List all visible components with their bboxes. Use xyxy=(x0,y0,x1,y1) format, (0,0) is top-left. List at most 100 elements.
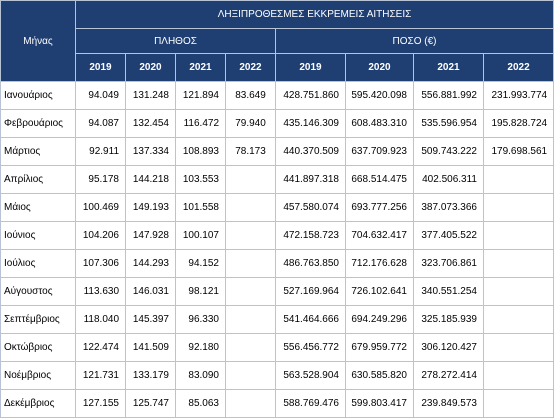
amount-cell: 457.580.074 xyxy=(275,193,346,222)
amount-cell: 679.959.772 xyxy=(345,333,414,362)
month-cell: Σεπτέμβριος xyxy=(0,305,76,334)
table-row: Φεβρουάριος 94.087 132.454 116.472 79.940 435… xyxy=(0,109,555,138)
amount-cell: 668.514.475 xyxy=(345,165,414,194)
amount-cell xyxy=(482,361,555,390)
amount-cell: 195.828.724 xyxy=(482,109,555,138)
amount-cell: 278.272.414 xyxy=(413,361,484,390)
amount-cell: 588.769.476 xyxy=(275,389,346,418)
month-cell: Φεβρουάριος xyxy=(0,109,76,138)
table-row: Οκτώβριος 122.474 141.509 92.180 556.456.772… xyxy=(0,333,555,362)
count-cell: 141.509 xyxy=(125,333,176,362)
amount-cell: 608.483.310 xyxy=(345,109,414,138)
count-cell: 78.173 xyxy=(225,137,276,166)
amount-year-header: 2022 xyxy=(482,53,555,82)
month-cell: Ιούλιος xyxy=(0,249,76,278)
month-cell: Ιούνιος xyxy=(0,221,76,250)
group-title-header: ΛΗΞΙΠΡΟΘΕΣΜΕΣ ΕΚΚΡΕΜΕΙΣ ΑΙΤΗΣΕΙΣ xyxy=(74,0,555,29)
count-cell: 94.087 xyxy=(75,109,126,138)
amount-cell: 340.551.254 xyxy=(413,277,484,306)
count-cell xyxy=(225,165,276,194)
amount-cell xyxy=(482,221,555,250)
amount-cell: 402.506.311 xyxy=(413,165,484,194)
amount-cell xyxy=(482,165,555,194)
count-cell: 132.454 xyxy=(125,109,176,138)
amount-cell xyxy=(482,277,555,306)
count-header: ΠΛΗΘΟΣ xyxy=(75,28,276,54)
amount-cell: 325.185.939 xyxy=(413,305,484,334)
amount-cell: 306.120.427 xyxy=(413,333,484,362)
count-cell: 146.031 xyxy=(125,277,176,306)
count-cell: 85.063 xyxy=(175,389,226,418)
month-cell: Δεκέμβριος xyxy=(0,389,76,418)
count-cell: 118.040 xyxy=(75,305,126,334)
table-row: Ιούλιος 107.306 144.293 94.152 486.763.850 71… xyxy=(0,249,555,278)
amount-cell: 509.743.222 xyxy=(413,137,484,166)
count-year-header: 2020 xyxy=(125,53,176,82)
count-cell: 83.090 xyxy=(175,361,226,390)
amount-cell: 428.751.860 xyxy=(275,81,346,110)
count-cell: 131.248 xyxy=(125,81,176,110)
count-cell: 94.049 xyxy=(75,81,126,110)
count-cell xyxy=(225,193,276,222)
amount-cell: 179.698.561 xyxy=(482,137,555,166)
count-cell: 144.218 xyxy=(125,165,176,194)
amount-cell xyxy=(482,389,555,418)
amount-cell: 435.146.309 xyxy=(275,109,346,138)
count-cell: 98.121 xyxy=(175,277,226,306)
count-cell: 125.747 xyxy=(125,389,176,418)
count-cell: 96.330 xyxy=(175,305,226,334)
month-cell: Ιανουάριος xyxy=(0,81,76,110)
amount-cell: 630.585.820 xyxy=(345,361,414,390)
count-cell: 133.179 xyxy=(125,361,176,390)
count-cell: 145.397 xyxy=(125,305,176,334)
count-year-header: 2022 xyxy=(225,53,276,82)
amount-cell: 694.249.296 xyxy=(345,305,414,334)
count-cell: 79.940 xyxy=(225,109,276,138)
count-cell: 147.928 xyxy=(125,221,176,250)
amount-cell: 535.596.954 xyxy=(413,109,484,138)
count-cell: 92.911 xyxy=(75,137,126,166)
amount-cell: 239.849.573 xyxy=(413,389,484,418)
amount-cell: 387.073.366 xyxy=(413,193,484,222)
count-cell xyxy=(225,305,276,334)
table-row: Νοέμβριος 121.731 133.179 83.090 563.528.904… xyxy=(0,361,555,390)
amount-cell xyxy=(482,333,555,362)
month-cell: Οκτώβριος xyxy=(0,333,76,362)
count-year-header: 2021 xyxy=(175,53,226,82)
count-cell: 137.334 xyxy=(125,137,176,166)
table-row: Σεπτέμβριος 118.040 145.397 96.330 541.464.6… xyxy=(0,305,555,334)
count-cell: 92.180 xyxy=(175,333,226,362)
table-body: Ιανουάριος 94.049 131.248 121.894 83.649 428.… xyxy=(0,81,555,418)
amount-cell: 726.102.641 xyxy=(345,277,414,306)
table-row: Μάρτιος 92.911 137.334 108.893 78.173 440.370… xyxy=(0,137,555,166)
amount-cell: 527.169.964 xyxy=(275,277,346,306)
count-cell: 107.306 xyxy=(75,249,126,278)
count-cell: 144.293 xyxy=(125,249,176,278)
count-cell: 83.649 xyxy=(225,81,276,110)
table-row: Ιούνιος 104.206 147.928 100.107 472.158.723 7… xyxy=(0,221,555,250)
month-cell: Μάιος xyxy=(0,193,76,222)
table-row: Αύγουστος 113.630 146.031 98.121 527.169.964… xyxy=(0,277,555,306)
count-cell: 149.193 xyxy=(125,193,176,222)
amount-cell: 440.370.509 xyxy=(275,137,346,166)
count-cell: 113.630 xyxy=(75,277,126,306)
count-cell: 121.731 xyxy=(75,361,126,390)
count-cell xyxy=(225,333,276,362)
count-cell xyxy=(225,277,276,306)
count-cell: 100.107 xyxy=(175,221,226,250)
month-cell: Μάρτιος xyxy=(0,137,76,166)
amount-year-header: 2021 xyxy=(413,53,484,82)
amount-cell: 693.777.256 xyxy=(345,193,414,222)
month-cell: Νοέμβριος xyxy=(0,361,76,390)
amount-cell: 556.456.772 xyxy=(275,333,346,362)
table-row: Απρίλιος 95.178 144.218 103.553 441.897.318 6… xyxy=(0,165,555,194)
count-cell: 100.469 xyxy=(75,193,126,222)
count-cell: 121.894 xyxy=(175,81,226,110)
amount-cell: 595.420.098 xyxy=(345,81,414,110)
month-cell: Απρίλιος xyxy=(0,165,76,194)
amount-cell: 441.897.318 xyxy=(275,165,346,194)
count-cell: 127.155 xyxy=(75,389,126,418)
amount-cell xyxy=(482,249,555,278)
count-cell xyxy=(225,361,276,390)
